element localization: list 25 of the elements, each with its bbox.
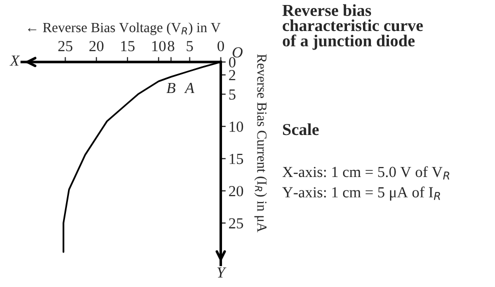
y-axis-title: Reverse Bias Current (I$_{R}$) in μA bbox=[254, 54, 267, 232]
y-tick-label: 25 bbox=[229, 218, 244, 228]
text: Y bbox=[217, 268, 226, 278]
annotation: B bbox=[166, 82, 176, 94]
y-tick-label: 10 bbox=[230, 122, 244, 132]
x-tick-label: 15 bbox=[121, 41, 135, 52]
text: X-axis: 1 cm = 5.0 V of V$_{R}$ bbox=[282, 166, 450, 180]
y-tick-label: 2 bbox=[229, 70, 236, 80]
x-tick-label: 25 bbox=[58, 40, 72, 52]
y-tick-label: 0 bbox=[228, 57, 236, 68]
text: Scale bbox=[283, 123, 319, 136]
x-tick-label: 0 bbox=[218, 40, 224, 52]
y-tick-label: 15 bbox=[230, 154, 244, 164]
text: Reverse bias characteristic curve of a junction diode bbox=[282, 4, 423, 50]
y-tick-label: 20 bbox=[229, 186, 244, 196]
text: Y-axis: 1 cm = 5 μA of I$_{R}$ bbox=[282, 186, 440, 201]
x-axis-title: ← Reverse Bias Voltage (V$_{R}$) in V bbox=[28, 22, 221, 36]
annotation: O bbox=[232, 47, 243, 58]
x-tick-label: 5 bbox=[186, 41, 193, 52]
x-tick-label: 8 bbox=[168, 40, 174, 52]
text: X bbox=[10, 56, 20, 66]
x-tick-label: 20 bbox=[89, 40, 104, 52]
y-tick-label: 5 bbox=[229, 89, 236, 100]
annotation: A bbox=[184, 82, 194, 93]
x-tick-label: 10 bbox=[152, 40, 166, 52]
